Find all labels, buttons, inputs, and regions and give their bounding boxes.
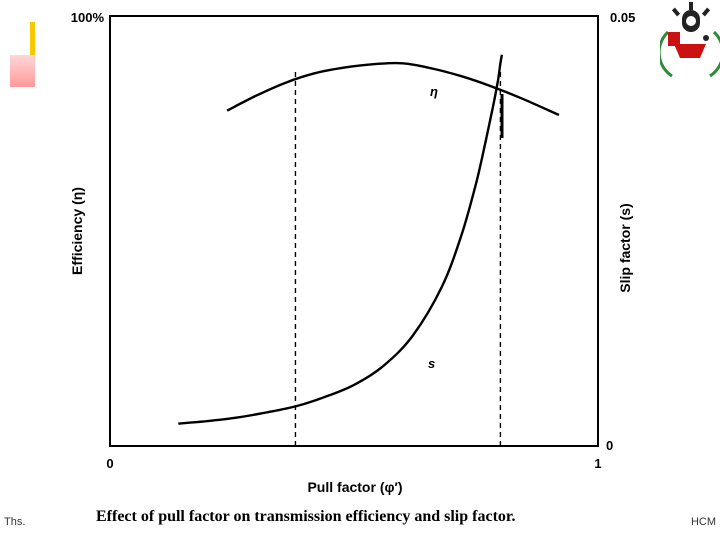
y-right-axis-label: Slip factor (s) <box>617 203 633 292</box>
x-axis-label: Pull factor (φ′) <box>307 479 402 495</box>
y-left-tick-top: 100% <box>71 10 105 25</box>
accent-bar <box>30 22 35 56</box>
series-label-s: s <box>428 356 435 371</box>
x-tick-1: 1 <box>594 456 601 471</box>
accent-block <box>10 55 35 87</box>
efficiency-curve <box>226 61 560 117</box>
university-logo <box>660 2 720 78</box>
y-right-tick-bottom: 0 <box>606 438 613 453</box>
footer-left-text: Ths. <box>4 516 26 528</box>
slip-factor-curve <box>178 54 504 425</box>
footer-right-text: HCM <box>690 516 716 528</box>
plot-frame <box>109 15 599 447</box>
y-right-tick-top: 0.05 <box>610 10 635 25</box>
x-tick-0: 0 <box>106 456 113 471</box>
series-label-eta: η <box>430 84 438 99</box>
y-left-axis-label: Efficiency (η) <box>69 187 85 275</box>
figure-caption: Effect of pull factor on transmission ef… <box>96 508 516 525</box>
